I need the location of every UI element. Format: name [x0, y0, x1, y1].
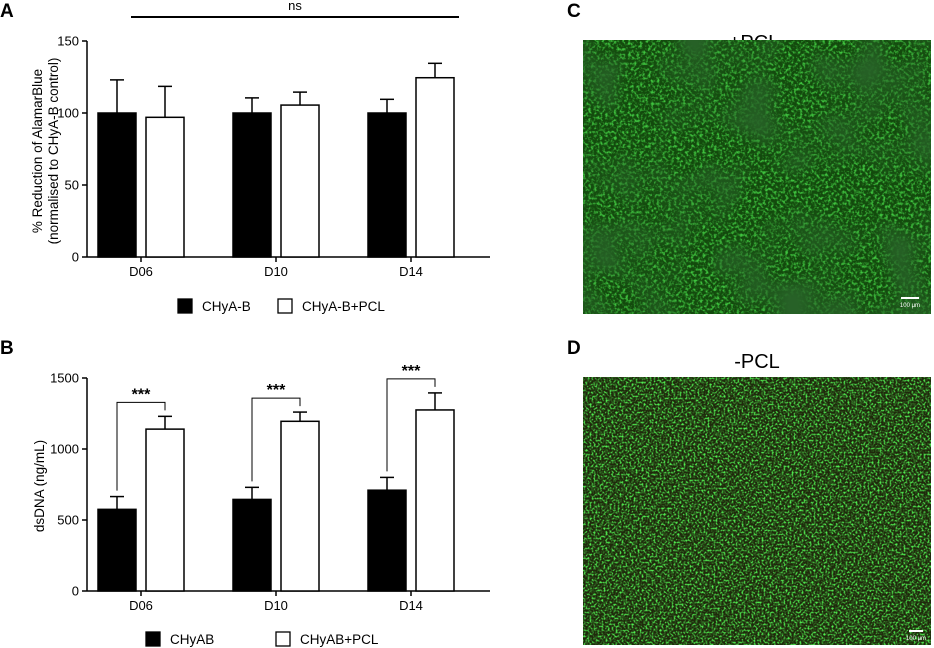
chart-a-bar	[415, 76, 455, 258]
panel-label-a: A	[0, 1, 14, 22]
chart-a-ytick-label: 50	[65, 178, 79, 193]
chart-b-xtick-label: D10	[264, 598, 288, 613]
chart-a-ylabel-line-1: % Reduction of AlamarBlue	[30, 69, 45, 233]
chart-b-significance-bracket	[116, 401, 166, 491]
chart-a-ylabel-line-2: (normalised to CHyA-B control)	[46, 58, 61, 245]
chart-b-legend-label: CHyAB	[170, 632, 214, 647]
chart-b-bar	[367, 489, 407, 592]
micrograph-d-scale-bar	[909, 630, 923, 632]
chart-b-legend-swatch	[145, 631, 161, 647]
chart-b-ytick-label: 1000	[50, 442, 79, 457]
chart-b-bar	[145, 428, 185, 592]
chart-a-bar	[145, 116, 185, 258]
chart-b-bar	[232, 498, 272, 592]
chart-a: % Reduction of AlamarBlue (normalised to…	[30, 0, 490, 314]
chart-a-xtick-label: D14	[399, 264, 423, 279]
chart-b-xtick-label: D14	[399, 598, 423, 613]
chart-a-legend-label: CHyA-B	[202, 299, 251, 314]
panel-label-b: B	[0, 338, 14, 359]
chart-b-ytick-label: 500	[57, 513, 79, 528]
chart-b-xtick-label: D06	[129, 598, 153, 613]
micrograph-c: +PCL 100 μm	[583, 32, 931, 314]
chart-b-significance-bracket	[386, 378, 436, 472]
chart-a-bar	[280, 104, 320, 258]
chart-a-ytick-label: 150	[57, 34, 79, 49]
chart-b-ylabel: dsDNA (ng/mL)	[32, 440, 47, 532]
chart-b-significance-label: ***	[402, 363, 421, 380]
chart-b-ytick-label: 0	[72, 584, 79, 599]
chart-b-bar	[415, 409, 455, 592]
chart-b-significance-label: ***	[132, 386, 151, 403]
chart-a-xtick-label: D10	[264, 264, 288, 279]
micrograph-d-cells	[583, 377, 931, 645]
micrograph-c-scale-label: 100 μm	[900, 303, 920, 309]
chart-b-bar	[97, 508, 137, 592]
chart-b-legend-swatch	[275, 631, 291, 647]
chart-a-legend-swatch	[177, 298, 193, 314]
chart-a-ytick-label: 0	[72, 250, 79, 265]
chart-a-significance-label: ns	[288, 0, 302, 13]
micrograph-d-title: -PCL	[734, 351, 780, 373]
micrograph-c-scale-bar	[901, 297, 919, 299]
chart-a-legend-swatch	[277, 298, 293, 314]
chart-b-significance-label: ***	[267, 382, 286, 399]
chart-b-significance-bracket	[251, 397, 301, 482]
chart-a-legend-label: CHyA-B+PCL	[302, 299, 385, 314]
chart-a-ytick-label: 100	[57, 106, 79, 121]
chart-a-bar	[232, 112, 272, 258]
chart-a-xtick-label: D06	[129, 264, 153, 279]
panel-label-c: C	[567, 1, 581, 22]
chart-b: dsDNA (ng/mL) 0 500 1000 1500 D06 D10 D14 *** **…	[32, 363, 490, 647]
chart-a-bar	[367, 112, 407, 258]
chart-b-bar	[280, 420, 320, 592]
panel-label-d: D	[567, 338, 581, 359]
micrograph-c-shading	[583, 40, 931, 314]
micrograph-d: -PCL 100 μm	[583, 351, 931, 645]
chart-b-ytick-label: 1500	[50, 371, 79, 386]
micrograph-d-scale-label: 100 μm	[906, 636, 926, 642]
chart-a-bar	[97, 112, 137, 258]
chart-b-legend-label: CHyAB+PCL	[300, 632, 379, 647]
